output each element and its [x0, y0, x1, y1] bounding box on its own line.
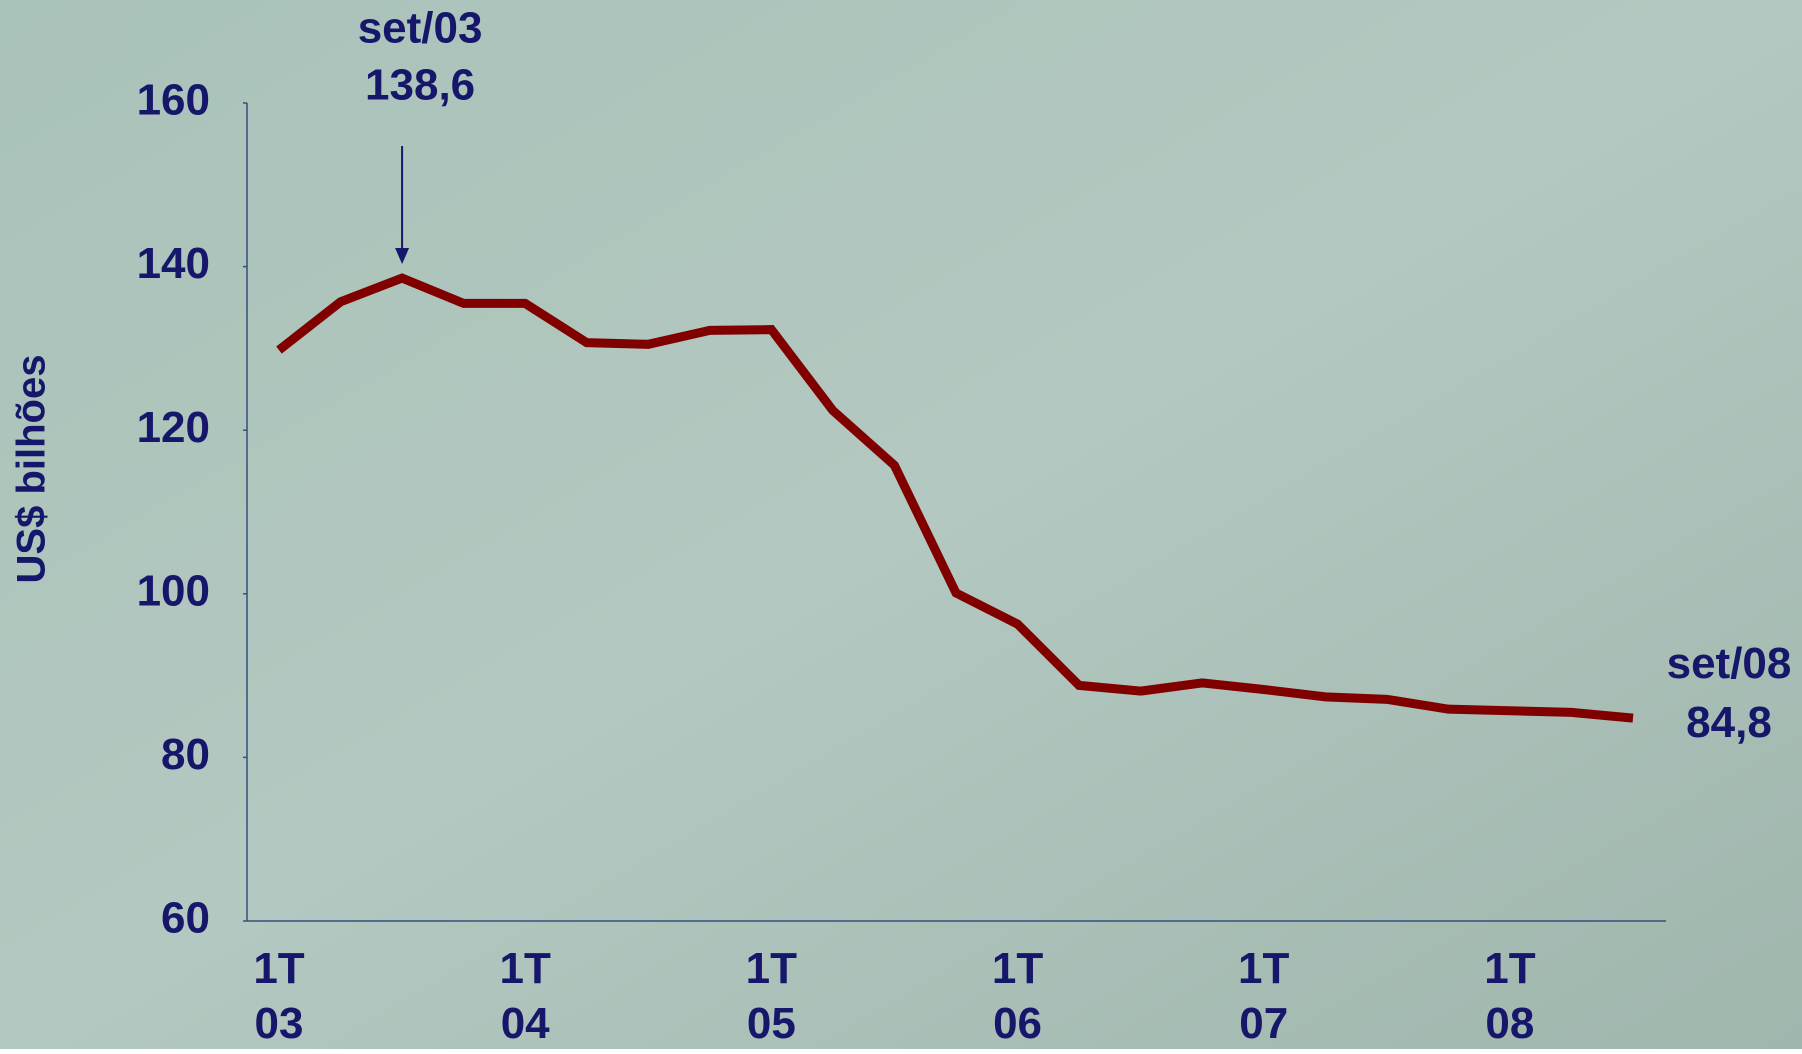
x-tick-label-line: 1T [992, 944, 1043, 993]
y-tick-label: 120 [137, 403, 210, 452]
x-tick-label-line: 06 [993, 999, 1042, 1048]
y-tick-label: 80 [161, 730, 210, 779]
x-tick-label-line: 03 [255, 999, 304, 1048]
value-label: 138,6 [365, 61, 475, 110]
x-tick-label-line: 1T [253, 944, 304, 993]
x-tick-label-line: 1T [500, 944, 551, 993]
annotation: set/08 [1667, 639, 1792, 688]
y-tick-label: 140 [137, 239, 210, 288]
chart: US$ bilhões 60 80 100 120 140 160 1T 03 1T 04 1T 05… [0, 0, 1802, 1049]
x-tick-label-line: 1T [746, 944, 797, 993]
y-axis-title: US$ bilhões [10, 355, 54, 584]
x-tick-label-line: 04 [501, 999, 550, 1048]
x-tick-label-line: 07 [1239, 999, 1288, 1048]
x-tick-label-line: 1T [1238, 944, 1289, 993]
y-tick-label: 100 [137, 566, 210, 615]
annotation: set/03 [358, 4, 483, 53]
value-label: 84,8 [1686, 698, 1772, 747]
x-tick-label-line: 08 [1485, 999, 1534, 1048]
background [0, 0, 1802, 1049]
y-tick-label: 160 [137, 76, 210, 125]
x-tick-label-line: 1T [1484, 944, 1535, 993]
y-tick-label: 60 [161, 894, 210, 943]
x-tick-label-line: 05 [747, 999, 796, 1048]
